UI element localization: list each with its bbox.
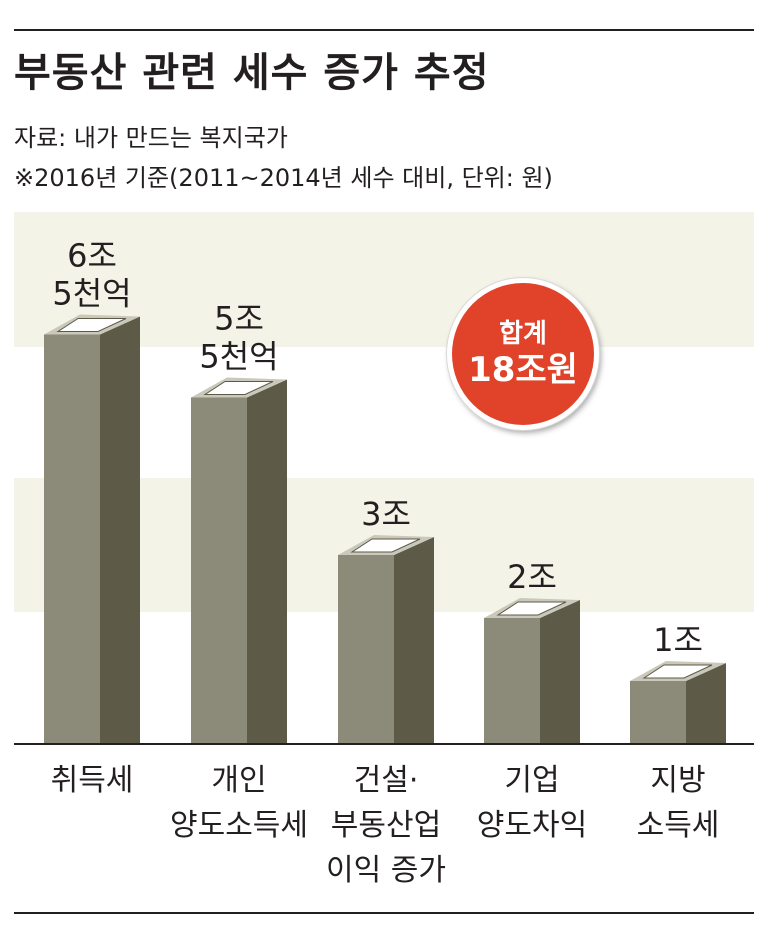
total-badge-label: 합계 xyxy=(499,319,547,349)
category-label: 부동산업 xyxy=(331,808,441,843)
bar-group xyxy=(44,314,726,744)
bar-front xyxy=(338,555,394,744)
bar-top-opening xyxy=(350,538,421,553)
bar-front xyxy=(191,397,247,744)
bar-front xyxy=(484,618,540,744)
category-label: 양도차익 xyxy=(477,808,587,843)
bar-front xyxy=(44,334,100,744)
bar xyxy=(44,314,140,744)
bar-front xyxy=(630,681,686,744)
bar-top-opening xyxy=(56,318,127,332)
bar-value-label: 6조 xyxy=(67,237,117,275)
bar-value-label: 5천억 xyxy=(52,275,131,313)
category-label: 이익 증가 xyxy=(326,853,446,888)
bar-side xyxy=(394,537,434,744)
bar-value-label: 2조 xyxy=(507,558,557,596)
bar-side xyxy=(100,316,140,744)
category-label: 건설· xyxy=(354,763,419,798)
bottom-rule xyxy=(14,912,754,914)
chart-title: 부동산 관련 세수 증가 추정 xyxy=(14,50,490,96)
bar-value-label: 1조 xyxy=(653,621,703,659)
bar-side xyxy=(686,663,726,744)
bar-value-label: 5천억 xyxy=(199,338,278,376)
bar xyxy=(191,377,287,744)
bar-top-opening xyxy=(642,664,713,679)
bar xyxy=(484,598,580,744)
top-rule xyxy=(14,29,754,31)
bar-top-opening xyxy=(496,601,567,616)
category-label: 소득세 xyxy=(637,808,720,843)
source-note: 자료: 내가 만드는 복지국가 xyxy=(14,124,288,152)
category-label: 양도소득세 xyxy=(170,808,308,843)
category-label: 개인 xyxy=(211,763,266,798)
bar-side xyxy=(540,600,580,744)
category-label: 지방 xyxy=(650,763,705,798)
bar-value-label: 3조 xyxy=(361,495,411,533)
bar xyxy=(338,535,434,744)
bar-value-label: 5조 xyxy=(214,300,264,338)
category-label: 기업 xyxy=(504,763,559,798)
bar xyxy=(630,661,726,744)
category-label: 취득세 xyxy=(51,763,134,798)
total-badge: 합계 18조원 xyxy=(447,278,599,430)
unit-note: ※2016년 기준(2011~2014년 세수 대비, 단위: 원) xyxy=(14,164,553,192)
bar-side xyxy=(247,379,287,744)
bar-top-opening xyxy=(203,381,274,395)
total-badge-value: 18조원 xyxy=(468,350,578,390)
